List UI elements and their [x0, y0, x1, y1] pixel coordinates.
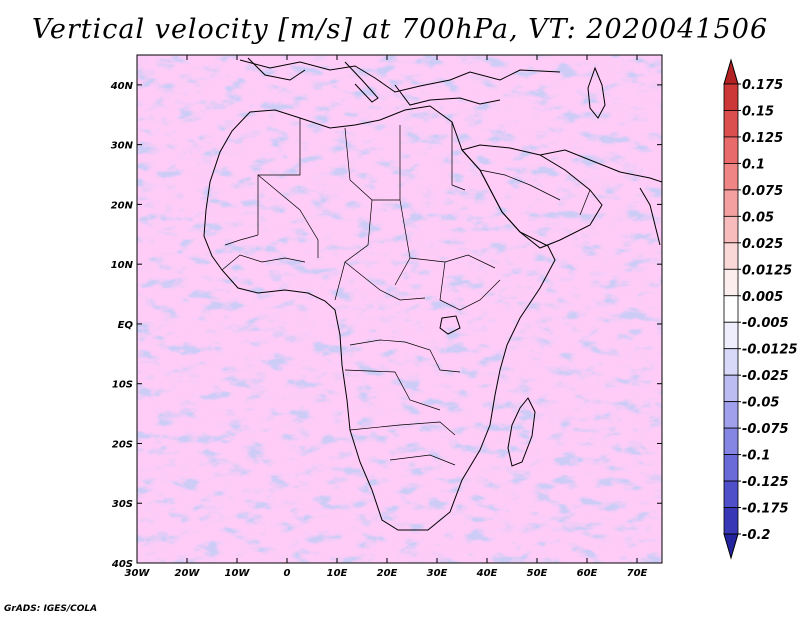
colorbar-label: 0.075: [742, 184, 783, 199]
colorbar-bin: [723, 110, 739, 138]
colorbar-label: -0.0125: [742, 343, 798, 358]
country-borders: [221, 118, 591, 466]
grads-credit: GrADS: IGES/COLA: [4, 604, 98, 614]
colorbar-label: 0.0125: [742, 263, 792, 278]
lat-tick-label: EQ: [118, 320, 134, 331]
lon-tick-label: 50E: [527, 568, 548, 579]
velocity-field: [137, 55, 662, 563]
lon-tick-label: 0: [284, 568, 291, 579]
italy-coastline: [344, 61, 379, 103]
colorbar-bin: [723, 374, 739, 403]
colorbar-bin: [723, 189, 739, 217]
africa-coastline: [203, 105, 556, 531]
colorbar-label: -0.05: [742, 396, 779, 411]
colorbar-bin: [723, 321, 739, 350]
lon-tick-label: 20W: [175, 568, 201, 579]
coastlines: [203, 57, 662, 531]
colorbar-label: -0.075: [742, 422, 789, 437]
plot-frame: [136, 54, 663, 564]
lon-tick-label: 30W: [125, 568, 151, 579]
colorbar-label: -0.125: [742, 475, 789, 490]
lon-tick-label: 60E: [577, 568, 598, 579]
colorbar-bin: [723, 83, 739, 111]
colorbar-bottom-arrow: [723, 533, 739, 560]
colorbar-label: -0.175: [742, 502, 789, 517]
colorbar-label: 0.15: [742, 104, 774, 119]
iberia-coastline: [247, 57, 306, 81]
colorbar-bin: [723, 242, 739, 270]
lon-tick-label: 30E: [427, 568, 448, 579]
colorbar-bin: [723, 295, 739, 323]
caspian-coastline: [587, 66, 606, 119]
colorbar-bin: [723, 348, 739, 376]
lat-tick-label: 10N: [111, 260, 134, 271]
iran-coastline: [539, 149, 662, 183]
colorbar-label: 0.025: [742, 237, 783, 252]
colorbar-bin: [723, 507, 739, 535]
colorbar-label: -0.005: [742, 316, 789, 331]
colorbar-bin: [723, 427, 739, 455]
colorbar: 0.175 0.15 0.125 0.1 0.075 0.05 0.025 0.0125 0.0…: [723, 58, 798, 560]
colorbar-label: 0.005: [742, 290, 783, 305]
lake-victoria: [439, 315, 461, 335]
colorbar-bin: [723, 215, 739, 244]
colorbar-top-arrow: [723, 58, 739, 85]
lon-tick-label: 10W: [225, 568, 251, 579]
colorbar-bin: [723, 401, 739, 429]
colorbar-bin: [723, 268, 739, 297]
greece-turkey-coastline: [394, 84, 501, 106]
colorbar-label: 0.125: [742, 131, 783, 146]
lon-tick-label: 70E: [627, 568, 648, 579]
axis-ticks: 30W 20W 10W 0 10E 20E 30E 40E 50E 60E 70E 40N 30N 20N…: [110, 55, 662, 579]
colorbar-label: -0.1: [742, 449, 770, 464]
lon-tick-label: 10E: [327, 568, 348, 579]
colorbar-bin: [723, 454, 739, 482]
lat-tick-label: 30S: [112, 499, 133, 510]
lat-tick-label: 40S: [111, 559, 133, 570]
colorbar-label: -0.2: [742, 528, 770, 543]
lon-tick-label: 40E: [476, 568, 498, 579]
colorbar-bin: [723, 136, 739, 164]
colorbar-bin: [723, 163, 739, 191]
lon-tick-label: 20E: [377, 568, 398, 579]
colorbar-bin: [723, 480, 739, 508]
india-coastline: [639, 187, 661, 246]
colorbar-label: 0.05: [742, 210, 774, 225]
map-title: Vertical velocity [m/s] at 700hPa, VT: 2…: [31, 14, 769, 45]
lat-tick-label: 20N: [111, 200, 134, 211]
colorbar-label: -0.025: [742, 369, 789, 384]
europe-coastline: [239, 59, 561, 93]
lat-tick-label: 10S: [112, 380, 133, 391]
lat-tick-label: 40N: [110, 81, 134, 92]
lat-tick-label: 20S: [112, 439, 133, 450]
colorbar-label: 0.1: [742, 157, 765, 172]
madagascar-coastline: [507, 397, 536, 467]
arabia-coastline: [461, 144, 603, 249]
lat-tick-label: 30N: [111, 141, 134, 152]
colorbar-label: 0.175: [742, 78, 783, 93]
